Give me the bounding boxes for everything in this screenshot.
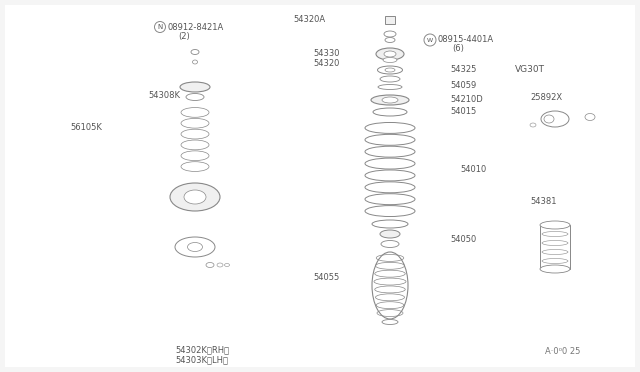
Bar (510, 62, 632, 157)
Text: 54055: 54055 (314, 273, 340, 282)
Text: 54015: 54015 (450, 108, 476, 116)
Ellipse shape (385, 68, 395, 72)
Ellipse shape (384, 51, 396, 57)
Text: 54320: 54320 (314, 60, 340, 68)
Ellipse shape (371, 95, 409, 105)
Bar (510, 157, 632, 302)
Ellipse shape (206, 263, 214, 267)
Ellipse shape (530, 123, 536, 127)
Text: 54325: 54325 (450, 65, 476, 74)
Ellipse shape (384, 31, 396, 37)
Bar (30, 32, 305, 340)
Text: 25892X: 25892X (530, 93, 562, 102)
Ellipse shape (540, 221, 570, 229)
Ellipse shape (217, 263, 223, 267)
Text: 54010: 54010 (460, 166, 486, 174)
Text: 54308K: 54308K (148, 90, 180, 99)
Text: 54330: 54330 (314, 49, 340, 58)
Ellipse shape (540, 265, 570, 273)
Text: 56105K: 56105K (70, 122, 102, 131)
Ellipse shape (541, 111, 569, 127)
Ellipse shape (382, 97, 398, 103)
Ellipse shape (175, 237, 215, 257)
Ellipse shape (376, 48, 404, 60)
Text: 08912-8421A: 08912-8421A (167, 22, 223, 32)
Ellipse shape (544, 115, 554, 123)
Ellipse shape (383, 58, 397, 62)
Text: 08915-4401A: 08915-4401A (438, 35, 494, 45)
Text: 54050: 54050 (450, 234, 476, 244)
Bar (540, 225, 570, 269)
Bar (385, 16, 395, 24)
Ellipse shape (186, 93, 204, 100)
Text: 54302K〈RH〉: 54302K〈RH〉 (175, 346, 229, 355)
Ellipse shape (193, 60, 198, 64)
Text: 54303K〈LH〉: 54303K〈LH〉 (175, 356, 228, 365)
Ellipse shape (378, 84, 402, 90)
Ellipse shape (380, 76, 400, 82)
Text: 54320A: 54320A (293, 16, 325, 25)
Ellipse shape (154, 22, 166, 32)
Ellipse shape (372, 220, 408, 228)
Ellipse shape (180, 82, 210, 92)
Ellipse shape (373, 108, 407, 116)
Text: W: W (427, 38, 433, 42)
Text: VG30T: VG30T (515, 65, 545, 74)
Text: 54059: 54059 (450, 81, 476, 90)
Text: 54210D: 54210D (450, 96, 483, 105)
Ellipse shape (225, 263, 230, 266)
Ellipse shape (191, 49, 199, 55)
Ellipse shape (170, 183, 220, 211)
Ellipse shape (380, 230, 400, 238)
Ellipse shape (585, 113, 595, 121)
Text: (6): (6) (452, 45, 464, 54)
Text: (2): (2) (178, 32, 189, 41)
Ellipse shape (385, 38, 395, 42)
Text: 54381: 54381 (530, 198, 557, 206)
Text: N: N (157, 24, 163, 30)
Ellipse shape (378, 66, 403, 74)
Ellipse shape (184, 190, 206, 204)
Ellipse shape (381, 241, 399, 247)
Ellipse shape (424, 34, 436, 46)
Ellipse shape (382, 320, 398, 324)
Text: A·0⁰0 25: A·0⁰0 25 (545, 347, 580, 356)
Ellipse shape (188, 243, 202, 251)
